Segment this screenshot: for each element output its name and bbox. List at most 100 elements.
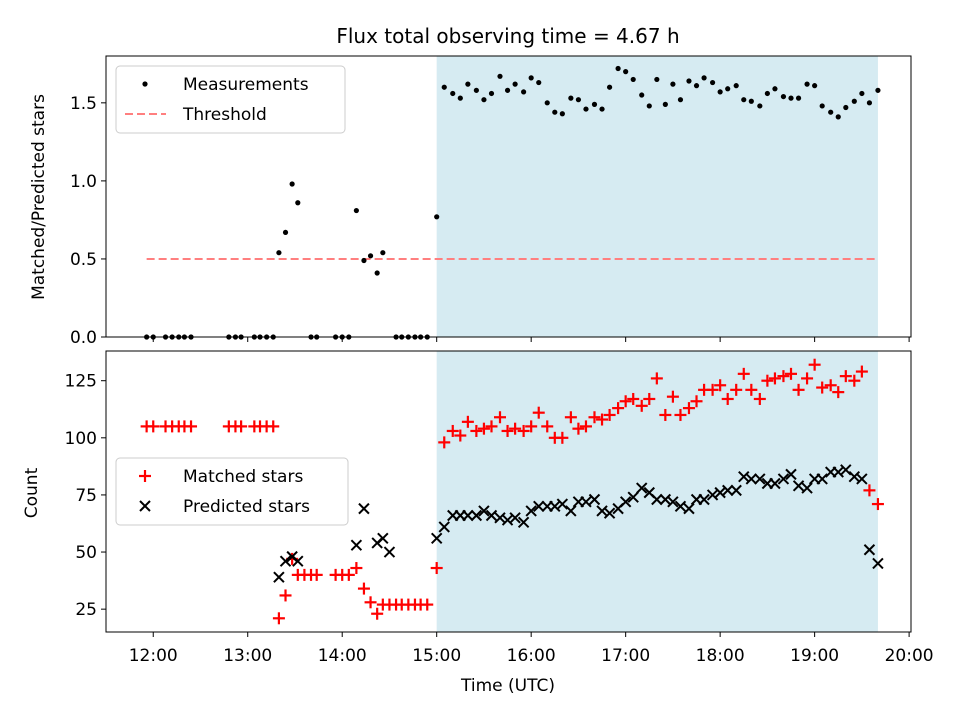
- matched-star-point: [517, 424, 530, 437]
- measurement-point: [693, 83, 700, 89]
- measurement-point: [367, 253, 374, 259]
- matched-star-point: [682, 402, 695, 415]
- measurement-point: [289, 181, 295, 187]
- observing-window-shade: [436, 56, 878, 337]
- y-tick-label: 0.5: [70, 250, 97, 270]
- measurement-point: [709, 79, 716, 86]
- bottom-y-axis-label: Count: [22, 467, 42, 518]
- predicted-star-point: [603, 507, 616, 519]
- matched-star-point: [501, 424, 514, 437]
- measurement-point: [828, 109, 834, 115]
- measurement-point: [677, 97, 684, 103]
- measurement-point: [757, 103, 763, 109]
- x-tick-label: 14:00: [318, 646, 367, 666]
- y-tick-label: 100: [65, 429, 97, 449]
- matched-star-point: [493, 411, 506, 424]
- matched-star-point: [619, 395, 632, 408]
- predicted-star-point: [533, 500, 545, 513]
- predicted-star-point: [525, 505, 537, 517]
- measurement-point: [282, 229, 289, 236]
- predicted-star-point: [470, 509, 483, 522]
- measurement-point: [764, 90, 770, 97]
- measurement-point: [441, 84, 447, 90]
- predicted-star-point: [350, 539, 363, 551]
- predicted-star-point: [358, 502, 370, 515]
- measurement-point: [725, 86, 731, 92]
- legend-marker-measurements: [142, 81, 148, 87]
- matched-star-point: [235, 420, 248, 433]
- measurement-point: [434, 214, 440, 220]
- matched-star-point: [706, 383, 719, 396]
- bottom-legend-box: [115, 457, 349, 526]
- measurement-point: [717, 89, 723, 95]
- measurement-point: [615, 65, 621, 72]
- matched-star-point: [808, 358, 821, 371]
- matched-star-point: [147, 420, 160, 433]
- measurement-point: [450, 90, 456, 97]
- legend-label-measurements: Measurements: [183, 75, 309, 95]
- predicted-star-point: [292, 555, 304, 567]
- measurement-point: [559, 111, 565, 117]
- matched-star-point: [470, 424, 483, 437]
- matched-star-point: [272, 612, 285, 625]
- measurement-point: [512, 81, 518, 87]
- measurement-point: [875, 87, 881, 93]
- x-tick-label: 20:00: [885, 646, 934, 666]
- predicted-star-point: [627, 491, 639, 503]
- measurement-point: [488, 90, 495, 97]
- matched-star-point: [509, 422, 522, 435]
- matched-star-point: [541, 420, 554, 433]
- measurement-point: [361, 257, 367, 264]
- measurement-point: [639, 92, 645, 98]
- x-tick-label: 15:00: [412, 646, 461, 666]
- matched-star-point: [603, 408, 616, 421]
- measurement-point: [662, 101, 668, 107]
- matched-star-point: [848, 374, 861, 387]
- predicted-star-point: [651, 493, 663, 506]
- matched-star-point: [721, 392, 734, 405]
- matched-star-point: [446, 424, 459, 437]
- y-tick-label: 125: [65, 372, 97, 392]
- measurement-point: [654, 76, 660, 83]
- measurement-point: [528, 75, 534, 81]
- matched-star-point: [485, 420, 498, 433]
- matched-star-point: [730, 383, 743, 396]
- chart-title: Flux total observing time = 4.67 h: [336, 24, 679, 48]
- measurement-point: [630, 76, 636, 83]
- measurement-point: [670, 81, 676, 87]
- matched-star-point: [777, 370, 790, 383]
- matched-star-point: [792, 383, 805, 396]
- matched-star-point: [737, 367, 750, 380]
- matched-star-point: [364, 596, 377, 609]
- measurement-point: [686, 78, 692, 84]
- matched-star-point: [824, 379, 837, 392]
- legend-label-threshold: Threshold: [182, 105, 267, 125]
- predicted-star-point: [588, 493, 601, 506]
- predicted-star-point: [721, 484, 734, 497]
- measurement-point: [772, 86, 778, 92]
- measurement-point: [780, 93, 787, 100]
- predicted-star-point: [478, 505, 490, 517]
- predicted-star-point: [517, 516, 530, 529]
- predicted-star-point: [863, 544, 876, 556]
- predicted-star-point: [667, 496, 679, 508]
- matched-star-point: [525, 420, 538, 433]
- y-tick-label: 25: [75, 600, 97, 620]
- measurement-point: [457, 95, 463, 101]
- predicted-star-point: [816, 473, 828, 485]
- predicted-star-point: [383, 546, 396, 558]
- predicted-star-point: [619, 496, 632, 508]
- measurement-point: [606, 84, 613, 90]
- predicted-star-point: [769, 477, 781, 490]
- x-tick-label: 13:00: [223, 646, 272, 666]
- matched-star-point: [714, 379, 727, 392]
- measurement-point: [819, 103, 825, 109]
- top-legend: Measurements Threshold: [115, 65, 346, 134]
- bottom-y-axis: 25 50 75 100 125: [65, 372, 106, 620]
- predicted-star-point: [785, 468, 797, 481]
- measurement-point: [276, 250, 282, 256]
- measurement-point: [295, 200, 301, 206]
- top-y-axis-label: Matched/Predicted stars: [29, 94, 49, 300]
- matched-star-point: [666, 390, 679, 403]
